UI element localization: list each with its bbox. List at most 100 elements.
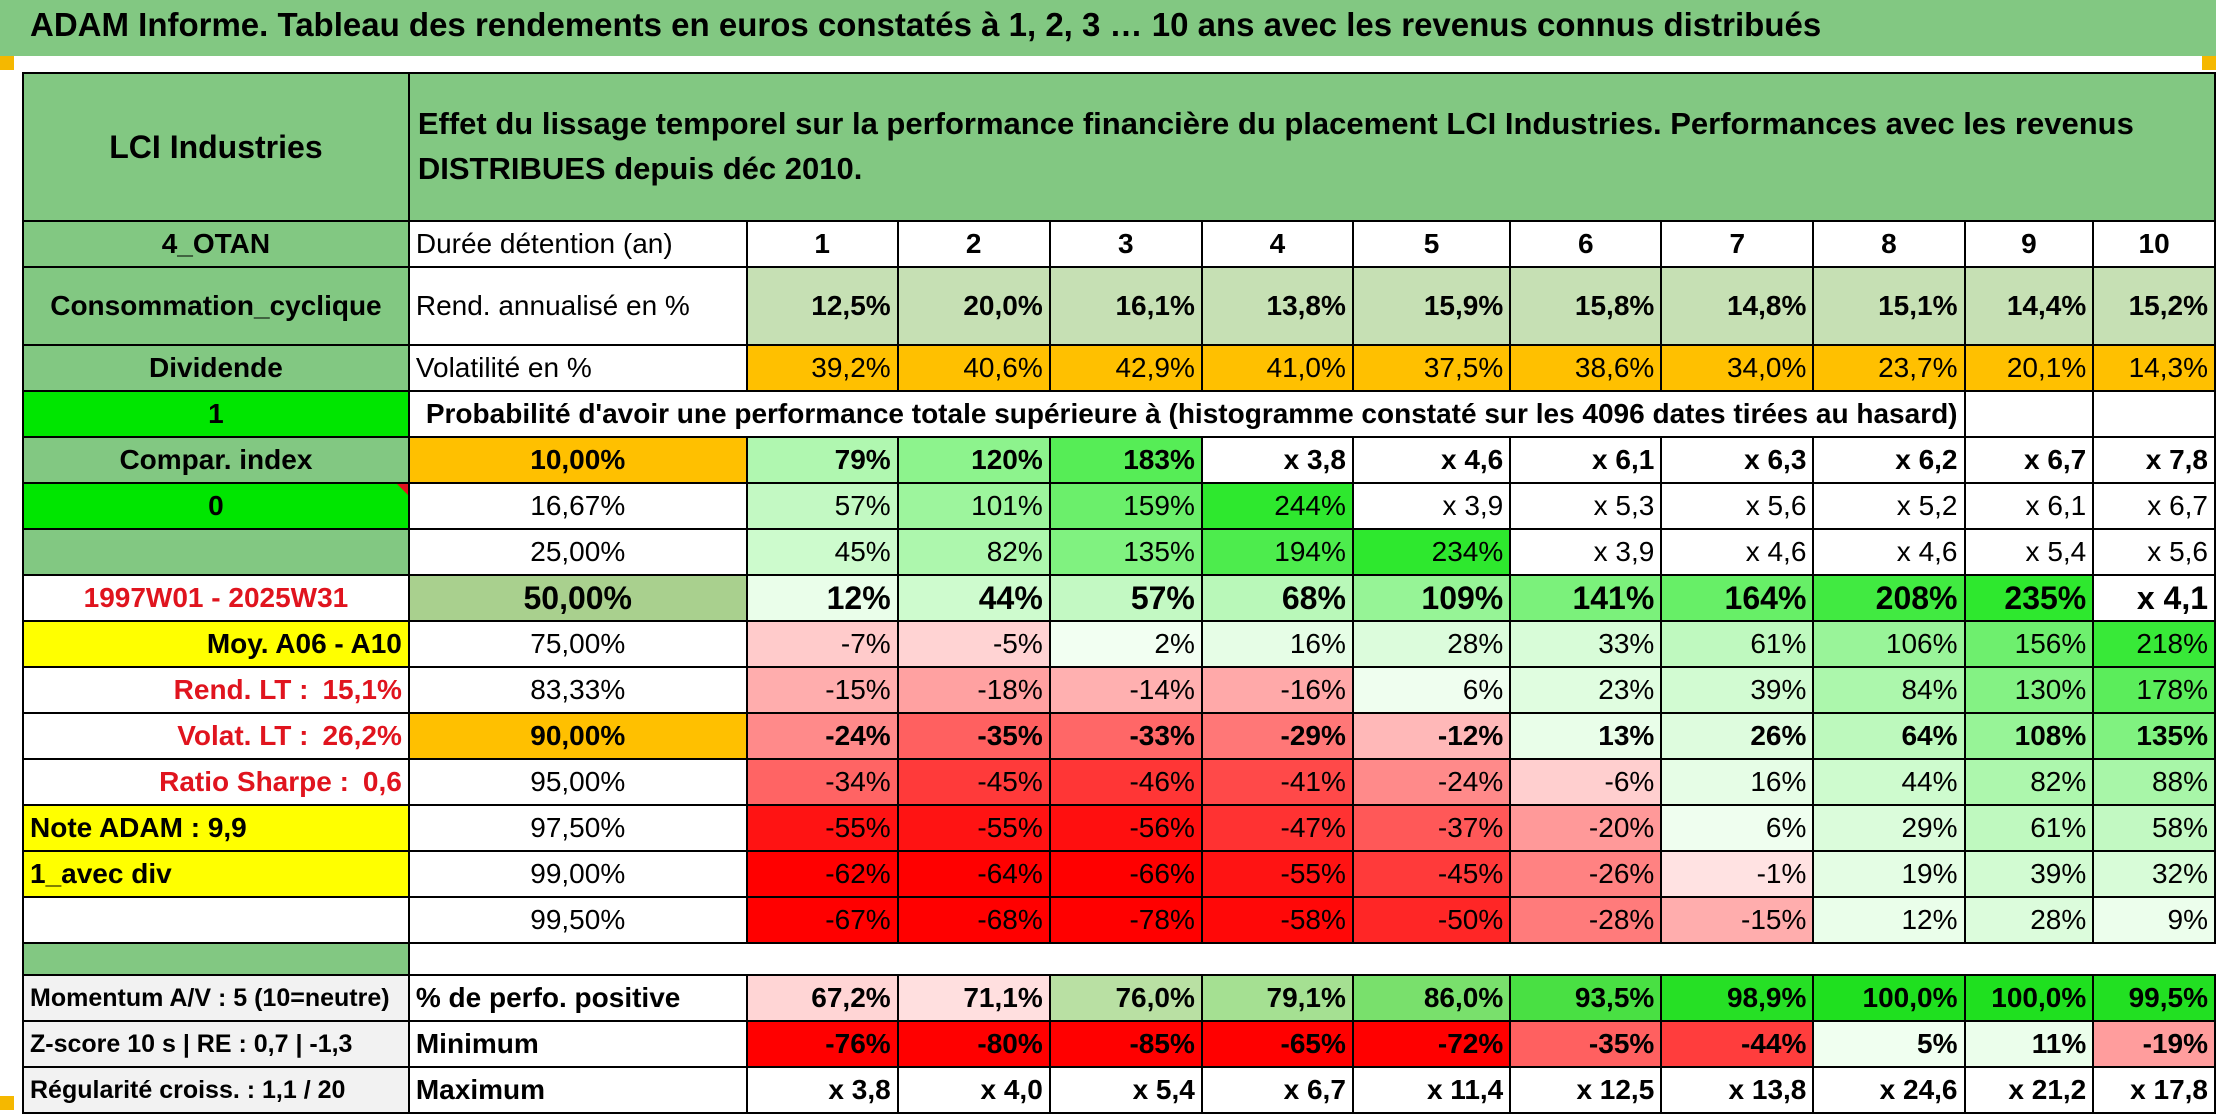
summary-cell: 86,0% (1351, 974, 1512, 1022)
summary-cell: x 17,8 (2092, 1066, 2216, 1114)
probability-cell: -28% (1509, 896, 1663, 944)
probability-cell: x 5,2 (1812, 482, 1966, 530)
duration-header: 8 (1812, 220, 1966, 268)
probability-cell: 2% (1048, 620, 1203, 668)
probability-cell: x 4,6 (1812, 528, 1966, 576)
summary-cell: -72% (1351, 1020, 1512, 1068)
probability-cell: -66% (1048, 850, 1203, 898)
spacer-cell (1965, 943, 2094, 975)
duration-header: 7 (1660, 220, 1815, 268)
probability-cell: 135% (1048, 528, 1203, 576)
duration-header: 5 (1351, 220, 1512, 268)
probability-cell: -35% (896, 712, 1051, 760)
probability-cell: -5% (896, 620, 1051, 668)
annual-return-cell: 20,0% (896, 266, 1051, 346)
corner-marker (2202, 56, 2216, 70)
probability-cell: x 6,3 (1660, 436, 1815, 484)
spacer-cell (1510, 943, 1661, 975)
summary-row-label: Minimum (407, 1020, 748, 1068)
probability-cell: 164% (1660, 574, 1815, 622)
long-term-volatility: Volat. LT : 26,2% (22, 712, 410, 760)
probability-cell: -15% (745, 666, 899, 714)
volatility-cell: 14,3% (2092, 344, 2216, 392)
dividend-label: Dividende (22, 344, 410, 392)
volatility-cell: 42,9% (1048, 344, 1203, 392)
probability-cell: -24% (1351, 758, 1512, 806)
long-term-return: Rend. LT : 15,1% (22, 666, 410, 714)
probability-cell: 32% (2092, 850, 2216, 898)
probability-cell: 108% (1963, 712, 2095, 760)
probability-cell: 178% (2092, 666, 2216, 714)
annual-return-cell: 15,1% (1812, 266, 1966, 346)
otan-label: 4_OTAN (22, 220, 410, 268)
spacer-cell (22, 943, 410, 975)
probability-cell: 235% (1963, 574, 2095, 622)
volatility-cell: 20,1% (1963, 344, 2095, 392)
probability-cell: 12% (745, 574, 899, 622)
summary-cell: x 24,6 (1812, 1066, 1966, 1114)
threshold-percent: 16,67% (407, 482, 748, 530)
probability-cell: 101% (896, 482, 1051, 530)
probability-cell: x 4,6 (1660, 528, 1815, 576)
period-label: 1997W01 - 2025W31 (22, 574, 410, 622)
probability-cell: x 5,4 (1963, 528, 2095, 576)
volatility-cell: 38,6% (1509, 344, 1663, 392)
duration-header: 10 (2092, 220, 2216, 268)
sharpe-ratio: Ratio Sharpe : 0,6 (22, 758, 410, 806)
duration-label: Durée détention (an) (407, 220, 748, 268)
threshold-percent: 90,00% (407, 712, 748, 760)
annual-return-cell: 13,8% (1200, 266, 1354, 346)
summary-cell: -65% (1200, 1020, 1354, 1068)
probability-cell: 44% (896, 574, 1051, 622)
probability-cell: 6% (1351, 666, 1512, 714)
summary-row-label: Maximum (407, 1066, 748, 1114)
probability-cell: 61% (1963, 804, 2095, 852)
rend-label: Rend. annualisé en % (407, 266, 748, 346)
probability-cell: 16% (1660, 758, 1815, 806)
probability-cell: 58% (2092, 804, 2216, 852)
probability-cell: 156% (1963, 620, 2095, 668)
volatility-cell: 40,6% (896, 344, 1051, 392)
probability-cell: -16% (1200, 666, 1354, 714)
corner-marker (0, 56, 14, 70)
probability-cell: -55% (896, 804, 1051, 852)
probability-cell: 64% (1812, 712, 1966, 760)
probability-cell: 19% (1812, 850, 1966, 898)
spacer-cell (2093, 943, 2215, 975)
summary-cell: 71,1% (896, 974, 1051, 1022)
long-term-volatility-label: Volat. LT : (177, 720, 309, 751)
summary-cell: -44% (1660, 1020, 1815, 1068)
probability-cell: -1% (1660, 850, 1815, 898)
performance-table: LCI Industries Effet du lissage temporel… (22, 72, 2216, 1114)
probability-cell: 244% (1200, 482, 1354, 530)
long-term-return-label: Rend. LT : (173, 674, 309, 705)
probability-cell: 39% (1963, 850, 2095, 898)
probability-cell: 61% (1660, 620, 1815, 668)
summary-cell: -76% (745, 1020, 899, 1068)
probability-cell: x 5,3 (1509, 482, 1663, 530)
duration-header: 3 (1048, 220, 1203, 268)
spacer-cell (409, 943, 747, 975)
summary-cell: -19% (2092, 1020, 2216, 1068)
probability-cell: 130% (1963, 666, 2095, 714)
threshold-percent: 83,33% (407, 666, 748, 714)
empty-label (22, 528, 410, 576)
summary-cell: -35% (1509, 1020, 1663, 1068)
compar-index-label: Compar. index (22, 436, 410, 484)
flag-zero: 0 (22, 482, 410, 530)
summary-cell: 11% (1963, 1020, 2095, 1068)
probability-cell: 57% (1048, 574, 1203, 622)
long-term-return-value: 15,1% (322, 674, 402, 705)
long-term-volatility-value: 26,2% (322, 720, 402, 751)
probability-cell: 120% (896, 436, 1051, 484)
summary-cell: 98,9% (1660, 974, 1815, 1022)
probability-cell: -46% (1048, 758, 1203, 806)
probability-cell: -64% (896, 850, 1051, 898)
probability-cell: 57% (745, 482, 899, 530)
probability-cell: x 5,6 (1660, 482, 1815, 530)
summary-side-label: Momentum A/V : 5 (10=neutre) (22, 974, 410, 1022)
probability-cell: -26% (1509, 850, 1663, 898)
adam-note: Note ADAM : 9,9 (22, 804, 410, 852)
summary-side-label: Régularité croiss. : 1,1 / 20 (22, 1066, 410, 1114)
threshold-percent: 25,00% (407, 528, 748, 576)
